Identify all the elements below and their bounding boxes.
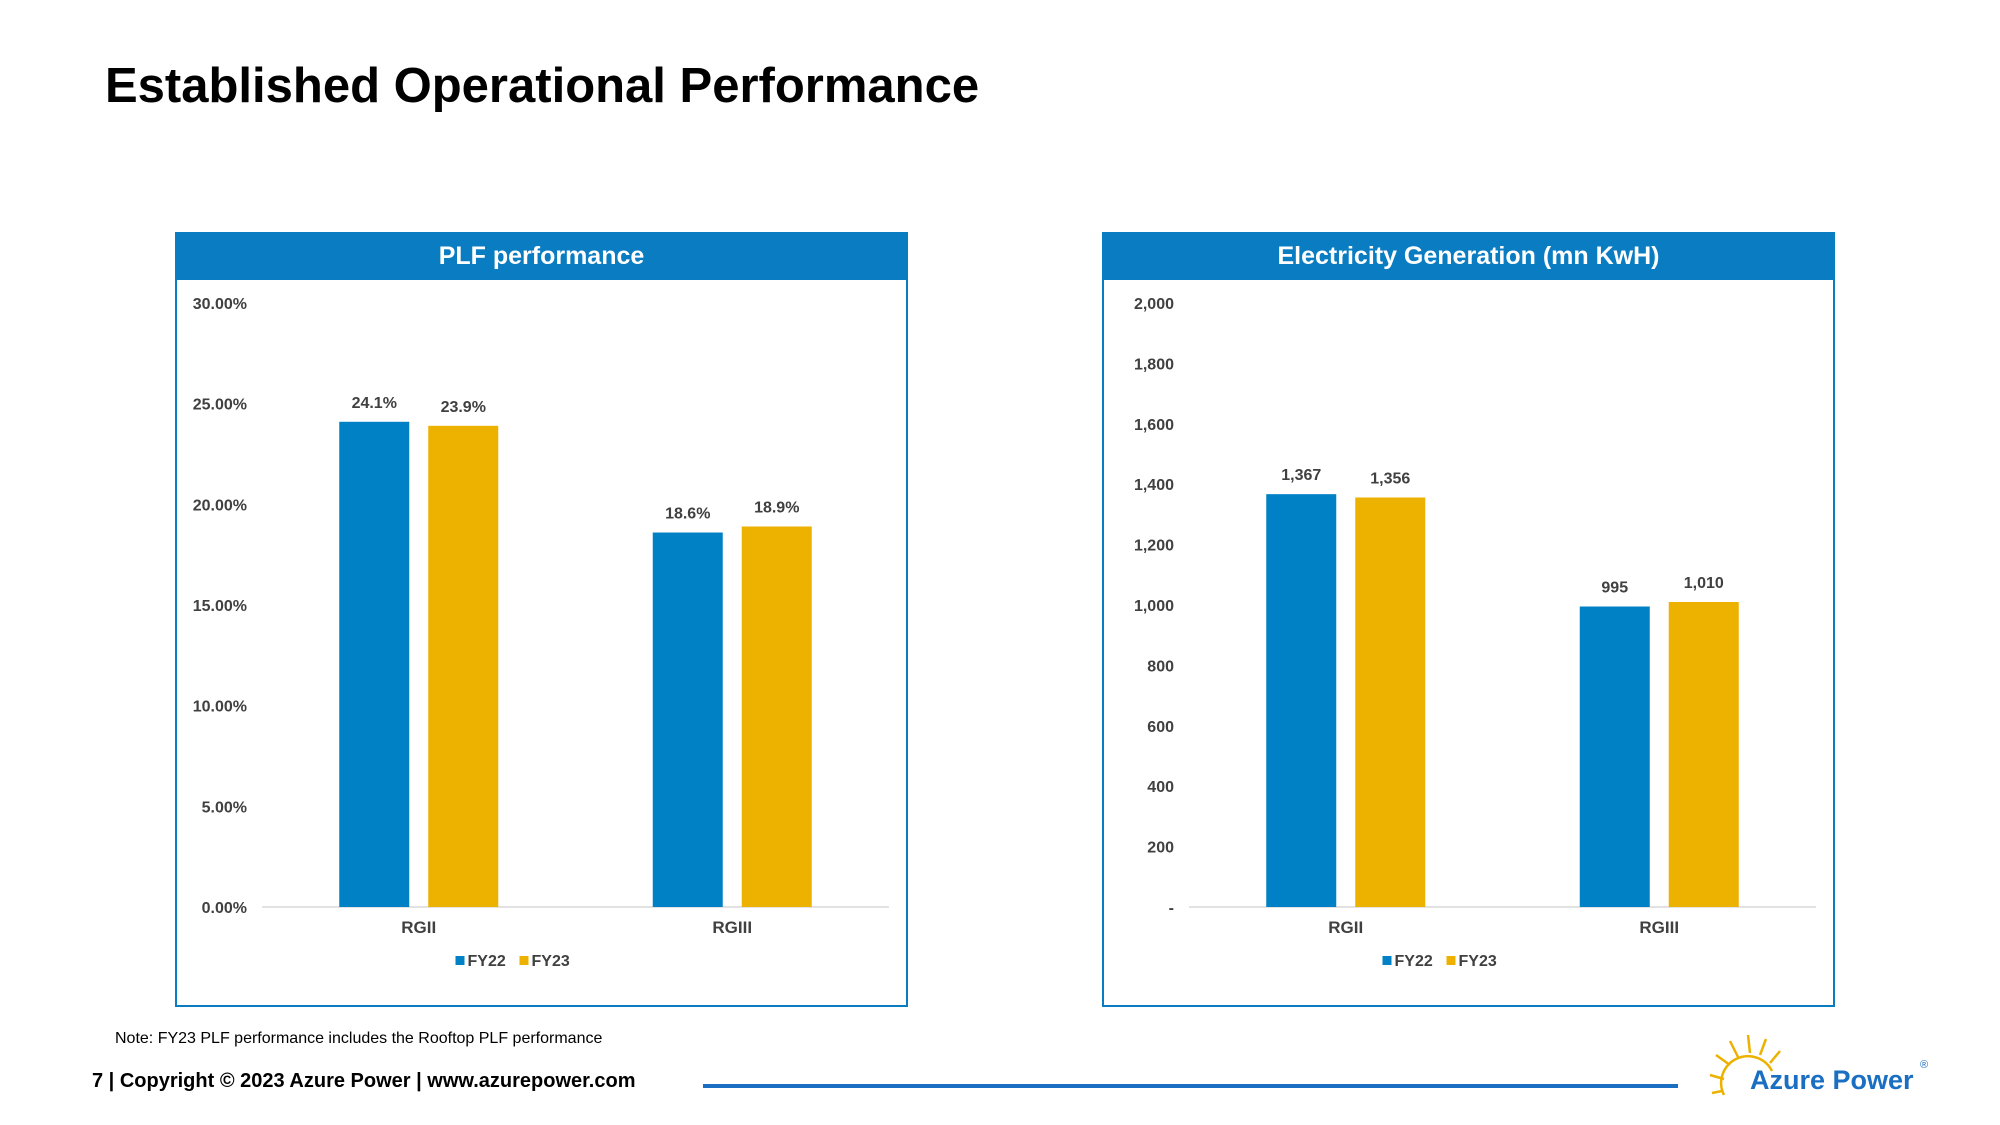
- footnote: Note: FY23 PLF performance includes the …: [115, 1030, 603, 1047]
- plf-y-tick-label: 30.00%: [193, 296, 247, 313]
- generation-bar-fy22-rgiii: [1579, 606, 1650, 907]
- generation-y-tick-label: 200: [1147, 840, 1174, 857]
- generation-y-tick-label: 1,800: [1134, 356, 1174, 373]
- generation-y-tick-label: -: [1169, 900, 1174, 917]
- generation-data-label: 1,367: [1281, 467, 1321, 484]
- plf-bar-fy22-rgiii: [652, 532, 723, 907]
- generation-chart-title: Electricity Generation (mn KwH): [1102, 232, 1835, 280]
- footer-copyright: 7 | Copyright © 2023 Azure Power | www.a…: [92, 1070, 636, 1092]
- generation-data-label: 995: [1601, 580, 1628, 597]
- sun-icon: [1709, 1034, 1781, 1096]
- generation-y-tick-label: 600: [1147, 719, 1174, 736]
- plf-bar-fy22-rgii: [339, 421, 410, 907]
- generation-bar-fy23-rgii: [1355, 497, 1426, 907]
- logo-wordmark: Azure Power: [1750, 1065, 1914, 1095]
- generation-data-label: 1,356: [1370, 470, 1410, 487]
- plf-y-tick-label: 5.00%: [202, 799, 247, 816]
- plf-bar-fy23-rgiii: [741, 526, 812, 907]
- generation-legend-label: FY23: [1459, 953, 1497, 970]
- plf-y-tick-label: 15.00%: [193, 598, 247, 615]
- generation-bar-fy23-rgiii: [1668, 601, 1739, 907]
- plf-legend-label: FY22: [468, 953, 506, 970]
- generation-y-tick-label: 1,000: [1134, 598, 1174, 615]
- plf-category-label: RGII: [401, 918, 436, 937]
- generation-bar-chart: - 200 400 600 800 1,000 1,200 1,400 1,600 1,800 2,…: [1134, 296, 1816, 970]
- plf-data-label: 24.1%: [352, 395, 397, 412]
- page-title: Established Operational Performance: [105, 59, 980, 113]
- plf-y-tick-label: 25.00%: [193, 397, 247, 414]
- generation-y-tick-label: 800: [1147, 658, 1174, 675]
- generation-chart-panel: Electricity Generation (mn KwH) - 200 400 6…: [1102, 232, 1835, 1007]
- generation-legend-swatch-fy22: [1382, 956, 1392, 965]
- plf-chart-panel: PLF performance 0.00% 5.00% 10.00% 15.00% 20…: [175, 232, 908, 1007]
- generation-y-tick-label: 1,600: [1134, 417, 1174, 434]
- generation-y-tick-label: 2,000: [1134, 296, 1174, 313]
- generation-category-label: RGII: [1328, 918, 1363, 937]
- plf-legend-swatch-fy23: [519, 956, 529, 965]
- footer-divider: [703, 1084, 1678, 1088]
- plf-data-label: 18.9%: [754, 499, 799, 516]
- plf-chart-title: PLF performance: [175, 232, 908, 280]
- plf-bar-chart: 0.00% 5.00% 10.00% 15.00% 20.00% 25.00% 30.00%…: [193, 296, 889, 970]
- generation-legend-label: FY22: [1395, 953, 1433, 970]
- logo-registered-mark: ®: [1920, 1059, 1929, 1071]
- generation-legend-swatch-fy23: [1446, 956, 1456, 965]
- plf-data-label: 23.9%: [441, 399, 486, 416]
- generation-y-tick-label: 1,400: [1134, 477, 1174, 494]
- plf-legend-label: FY23: [532, 953, 570, 970]
- plf-category-label: RGIII: [712, 918, 752, 937]
- generation-bar-fy22-rgii: [1266, 494, 1337, 907]
- generation-y-tick-label: 1,200: [1134, 538, 1174, 555]
- generation-y-tick-label: 400: [1147, 779, 1174, 796]
- azure-power-logo: Azure Power ®: [1708, 1025, 1938, 1115]
- generation-data-label: 1,010: [1684, 575, 1724, 592]
- plf-legend-swatch-fy22: [455, 956, 465, 965]
- generation-category-label: RGIII: [1639, 918, 1679, 937]
- plf-bar-fy23-rgii: [428, 425, 499, 907]
- plf-y-tick-label: 10.00%: [193, 699, 247, 716]
- plf-y-tick-label: 0.00%: [202, 900, 247, 917]
- plf-data-label: 18.6%: [665, 506, 710, 523]
- plf-y-tick-label: 20.00%: [193, 497, 247, 514]
